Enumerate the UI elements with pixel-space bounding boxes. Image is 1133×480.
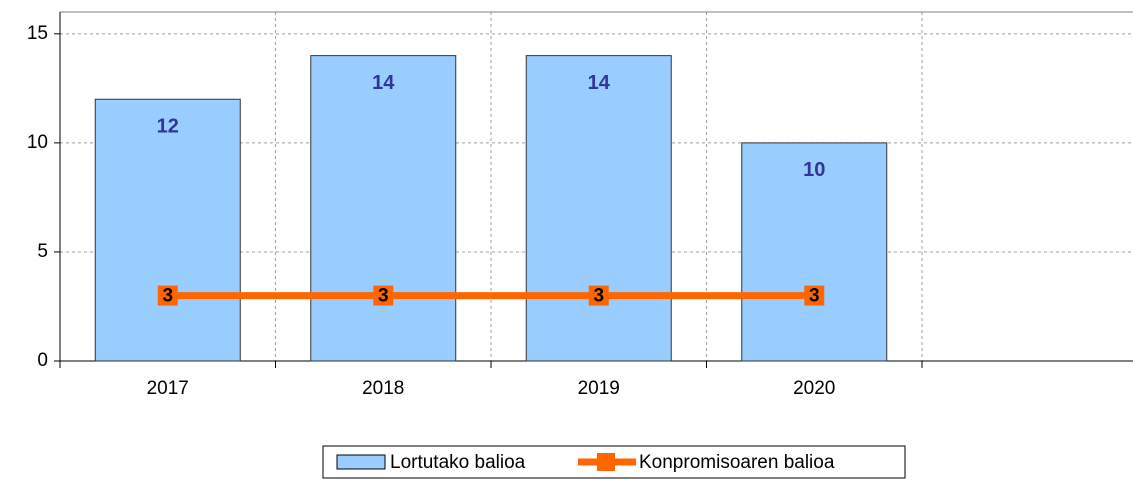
bar-value-label: 14 <box>588 72 611 94</box>
x-tick-label: 2020 <box>793 378 835 399</box>
legend-swatch <box>597 453 615 471</box>
line-marker <box>588 285 609 306</box>
line-marker <box>157 285 178 306</box>
line-marker <box>804 285 825 306</box>
line-value-label: 3 <box>378 286 389 307</box>
x-tick-label: 2018 <box>362 378 404 399</box>
legend-label: Lortutako balioa <box>390 452 526 473</box>
y-tick-label: 0 <box>37 350 48 371</box>
legend-swatch <box>336 454 386 470</box>
line-marker <box>373 285 394 306</box>
bar-value-label: 10 <box>803 159 825 181</box>
bar <box>310 55 457 362</box>
bar-value-label: 14 <box>372 72 395 94</box>
line-value-label: 3 <box>593 286 604 307</box>
y-tick-label: 5 <box>37 241 48 262</box>
bar-value-label: 12 <box>157 116 179 138</box>
x-tick-label: 2019 <box>578 378 620 399</box>
x-tick-label: 2017 <box>147 378 189 399</box>
bar <box>525 55 672 362</box>
line-value-label: 3 <box>162 286 173 307</box>
bar <box>94 98 241 362</box>
y-tick-label: 15 <box>27 23 48 44</box>
y-tick-label: 10 <box>27 132 48 153</box>
legend-label: Konpromisoaren balioa <box>639 452 835 473</box>
bar <box>741 142 888 362</box>
line-value-label: 3 <box>809 286 820 307</box>
